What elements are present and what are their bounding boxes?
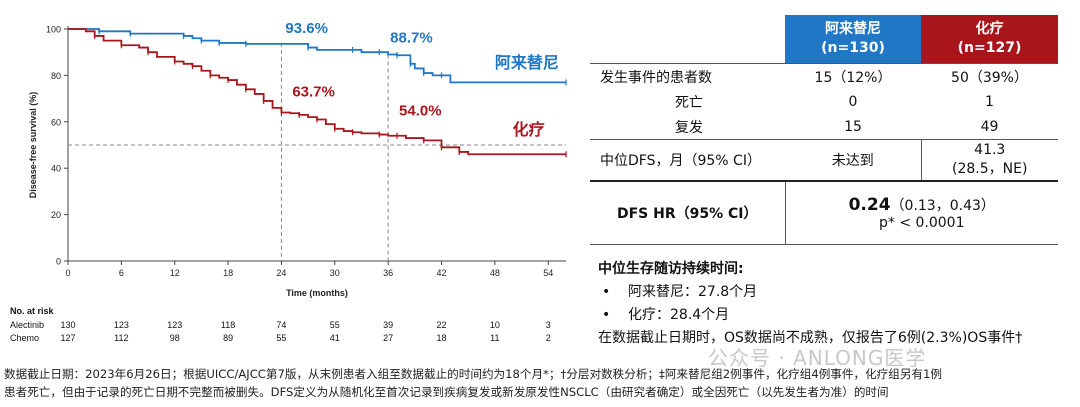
annotation-chemo-36m: 54.0% [399, 103, 442, 120]
watermark: 公众号 · ANLONG医学 [708, 346, 927, 370]
y-tick-label: 100 [46, 25, 61, 35]
y-tick-label: 20 [51, 210, 61, 220]
risk-value: 89 [223, 333, 233, 343]
risk-value: 2 [546, 333, 551, 343]
x-tick-label: 36 [383, 268, 393, 278]
survival-curve-alectinib [68, 28, 566, 84]
events-row: 发生事件的患者数 15（12%） 50（39%） [590, 63, 1058, 89]
followup-section: 中位生存随访持续时间: • 阿来替尼：27.8个月 • 化疗：28.4个月 在数据截… [598, 258, 1080, 350]
risk-value: 123 [167, 320, 182, 330]
x-tick-label: 0 [65, 268, 70, 278]
risk-value: 18 [436, 333, 446, 343]
reference-lines [68, 42, 566, 261]
risk-value: 112 [114, 333, 128, 343]
x-tick-label: 54 [543, 268, 553, 278]
risk-row-label: Alectinib [10, 320, 44, 330]
x-tick-label: 24 [276, 268, 286, 278]
risk-value: 118 [221, 320, 235, 330]
followup-item: • 阿来替尼：27.8个月 [602, 284, 758, 300]
series-label-alectinib: 阿来替尼 [495, 53, 559, 72]
footnote: 数据截止日期：2023年6月26日；根据UICC/AJCC第7版，从末例患者入组… [4, 367, 943, 399]
hr-value: 0.24 [848, 195, 891, 215]
risk-value: 74 [276, 320, 286, 330]
risk-value: 27 [383, 333, 393, 343]
survival-curves [68, 28, 567, 158]
risk-value: 123 [114, 320, 129, 330]
risk-table-title: No. at risk [10, 306, 55, 316]
hr-row: DFS HR（95% CI） 0.24（0.13，0.43） p* < 0.00… [590, 180, 1058, 245]
death-row: 死亡 0 1 [675, 93, 994, 111]
x-tick-label: 42 [436, 268, 446, 278]
risk-value: 55 [276, 333, 286, 343]
chart-axes: 0 20 40 60 80 100 0 6 12 18 24 30 36 42 48 54 Time (mont… [28, 25, 566, 298]
series-label-chemo: 化疗 [513, 120, 545, 139]
risk-value: 98 [170, 333, 180, 343]
risk-value: 41 [330, 333, 340, 343]
risk-value: 55 [330, 320, 340, 330]
median-dfs-row: 中位DFS，月（95% CI） 未达到 41.3 (28.5，NE) [590, 139, 1058, 181]
risk-value: 22 [436, 320, 446, 330]
km-chart: 0 20 40 60 80 100 0 6 12 18 24 30 36 42 48 54 Time (mont… [10, 20, 567, 343]
y-axis-title: Disease-free survival (%) [28, 92, 38, 199]
risk-value: 10 [490, 320, 500, 330]
y-tick-label: 80 [51, 71, 61, 81]
x-tick-label: 18 [223, 268, 233, 278]
y-tick-label: 0 [56, 257, 61, 267]
survival-curve-chemo [68, 28, 566, 156]
stats-table: 阿来替尼 (n=130) 化疗 (n=127) 发生事件的患者数 15（12%） 5… [590, 15, 1058, 245]
followup-item: • 化疗：28.4个月 [602, 307, 730, 323]
risk-value: 39 [383, 320, 393, 330]
risk-value: 130 [60, 320, 75, 330]
y-tick-label: 40 [51, 164, 61, 174]
x-tick-label: 30 [330, 268, 340, 278]
x-axis-title: Time (months) [286, 288, 348, 298]
relapse-row: 复发 15 49 [675, 118, 999, 136]
y-tick-label: 60 [51, 117, 61, 127]
x-tick-label: 48 [490, 268, 500, 278]
risk-value: 11 [490, 333, 499, 343]
alectinib-header: 阿来替尼 (n=130) [785, 15, 921, 64]
risk-value: 3 [546, 320, 551, 330]
x-tick-label: 12 [170, 268, 180, 278]
chemo-header: 化疗 (n=127) [921, 15, 1058, 64]
annotation-chemo-24m: 63.7% [292, 83, 335, 100]
annotation-alectinib-36m: 88.7% [390, 29, 433, 46]
risk-value: 127 [60, 333, 75, 343]
risk-row-label: Chemo [10, 333, 39, 343]
x-tick-label: 6 [119, 268, 124, 278]
annotation-alectinib-24m: 93.6% [285, 20, 328, 37]
